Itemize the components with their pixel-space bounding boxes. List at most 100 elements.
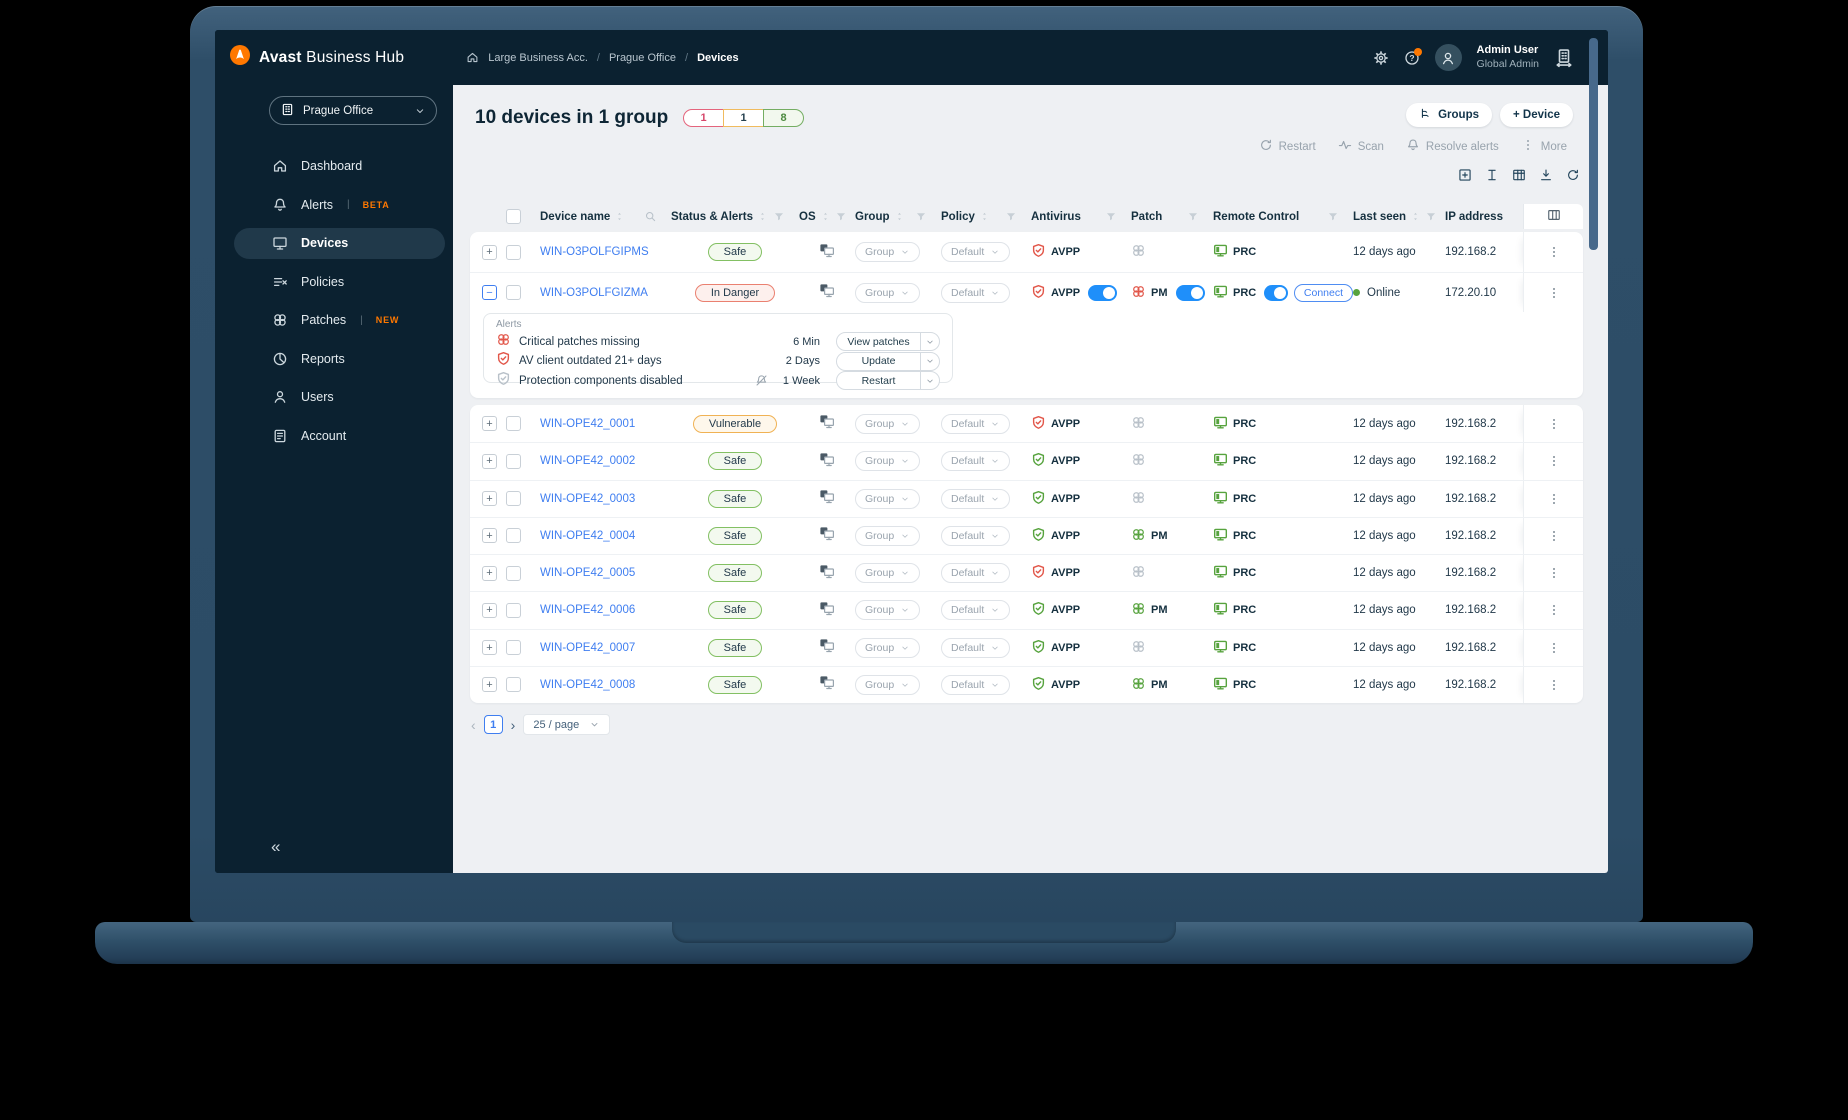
chevron-down-icon[interactable] <box>920 333 939 351</box>
bulk-action-scan[interactable]: Scan <box>1338 138 1384 155</box>
row-checkbox[interactable] <box>506 416 521 432</box>
expand-row-button[interactable]: + <box>482 565 497 581</box>
alert-action-button[interactable]: View patches <box>836 332 940 352</box>
column-header-rc[interactable]: Remote Control <box>1213 204 1353 229</box>
expand-row-button[interactable]: + <box>482 453 497 469</box>
policy-select[interactable]: Default <box>941 413 1011 434</box>
device-name-link[interactable]: WIN-O3POLFGIZMA <box>540 286 648 299</box>
column-header-os[interactable]: OS <box>799 204 855 229</box>
sidebar-item-patches[interactable]: Patches | NEW <box>215 301 453 340</box>
expand-row-button[interactable]: + <box>482 244 497 260</box>
filter-icon[interactable] <box>1187 211 1213 223</box>
group-select[interactable]: Group <box>855 525 921 546</box>
breadcrumb-item[interactable]: Devices <box>697 51 739 64</box>
device-count-danger[interactable]: 1 <box>683 109 724 127</box>
ibeam-tool-icon[interactable] <box>1485 168 1499 182</box>
groups-button[interactable]: Groups <box>1406 103 1492 127</box>
toggle-on[interactable] <box>1175 284 1205 301</box>
group-select[interactable]: Group <box>855 674 921 695</box>
kebab-menu-icon[interactable] <box>1547 678 1561 692</box>
column-header-ip[interactable]: IP address <box>1445 204 1523 229</box>
sort-icon[interactable] <box>894 211 905 222</box>
device-name-link[interactable]: WIN-OPE42_0008 <box>540 678 636 691</box>
group-select[interactable]: Group <box>855 637 921 658</box>
kebab-menu-icon[interactable] <box>1547 417 1561 431</box>
sidebar-item-account[interactable]: Account <box>215 417 453 456</box>
kebab-menu-icon[interactable] <box>1547 529 1561 543</box>
sort-icon[interactable] <box>820 211 831 222</box>
expand-row-button[interactable]: + <box>482 528 497 544</box>
expand-row-button[interactable]: + <box>482 640 497 656</box>
page-number[interactable]: 1 <box>483 715 503 734</box>
row-checkbox[interactable] <box>506 677 521 693</box>
row-checkbox[interactable] <box>506 602 521 618</box>
device-name-link[interactable]: WIN-OPE42_0007 <box>540 641 636 654</box>
column-header-av[interactable]: Antivirus <box>1031 204 1131 229</box>
column-header-policy[interactable]: Policy <box>941 204 1031 229</box>
chevron-down-icon[interactable] <box>920 372 939 390</box>
filter-icon[interactable] <box>1005 211 1031 223</box>
policy-select[interactable]: Default <box>941 563 1011 584</box>
settings-gear-icon[interactable] <box>1373 50 1389 66</box>
filter-icon[interactable] <box>773 211 799 223</box>
kebab-menu-icon[interactable] <box>1547 603 1561 617</box>
next-page-arrow[interactable]: › <box>510 716 516 733</box>
sort-icon[interactable] <box>614 211 625 222</box>
row-checkbox[interactable] <box>506 244 521 260</box>
column-settings-cell[interactable] <box>1523 204 1583 229</box>
sort-icon[interactable] <box>1410 211 1421 222</box>
policy-select[interactable]: Default <box>941 637 1011 658</box>
policy-select[interactable]: Default <box>941 674 1011 695</box>
prev-page-arrow[interactable]: ‹ <box>471 716 476 733</box>
bulk-action-resolve-alerts[interactable]: Resolve alerts <box>1406 138 1499 155</box>
kebab-menu-icon[interactable] <box>1547 566 1561 580</box>
device-name-link[interactable]: WIN-OPE42_0002 <box>540 455 636 468</box>
kebab-menu-icon[interactable] <box>1547 492 1561 506</box>
plus-square-tool-icon[interactable] <box>1458 168 1472 182</box>
expand-row-button[interactable]: + <box>482 491 497 507</box>
policy-select[interactable]: Default <box>941 600 1011 621</box>
toggle-on[interactable] <box>1264 284 1288 301</box>
device-name-link[interactable]: WIN-OPE42_0003 <box>540 492 636 505</box>
group-select[interactable]: Group <box>855 451 921 472</box>
group-select[interactable]: Group <box>855 242 921 262</box>
filter-icon[interactable] <box>835 211 855 223</box>
column-header-last[interactable]: Last seen <box>1353 204 1445 229</box>
user-info[interactable]: Admin User Global Admin <box>1477 44 1539 71</box>
sidebar-item-dashboard[interactable]: Dashboard <box>215 147 453 186</box>
group-select[interactable]: Group <box>855 488 921 509</box>
avatar[interactable] <box>1434 44 1462 71</box>
breadcrumb-item[interactable]: Large Business Acc. <box>488 51 588 64</box>
kebab-menu-icon[interactable] <box>1547 641 1561 655</box>
device-name-link[interactable]: WIN-OPE42_0004 <box>540 529 636 542</box>
row-checkbox[interactable] <box>506 491 521 507</box>
bulk-action-more[interactable]: More <box>1521 138 1567 155</box>
company-switcher-icon[interactable] <box>1554 48 1574 68</box>
search-icon[interactable] <box>644 210 671 223</box>
help-icon[interactable]: ? <box>1404 47 1422 66</box>
site-selector[interactable]: Prague Office <box>269 96 437 125</box>
filter-icon[interactable] <box>915 211 941 223</box>
expand-row-button[interactable]: + <box>482 602 497 618</box>
group-select[interactable]: Group <box>855 563 921 584</box>
expand-row-button[interactable]: + <box>482 677 497 693</box>
device-count-success[interactable]: 8 <box>763 109 804 127</box>
sort-icon[interactable] <box>979 211 990 222</box>
grid-tool-icon[interactable] <box>1512 168 1526 182</box>
filter-icon[interactable] <box>1327 211 1353 223</box>
collapse-row-button[interactable]: − <box>482 285 497 300</box>
device-name-link[interactable]: WIN-OPE42_0001 <box>540 417 636 430</box>
kebab-menu-icon[interactable] <box>1547 245 1561 259</box>
sort-icon[interactable] <box>757 211 768 222</box>
scrollbar-thumb[interactable] <box>1589 38 1598 250</box>
policy-select[interactable]: Default <box>941 525 1011 546</box>
device-name-link[interactable]: WIN-OPE42_0006 <box>540 604 636 617</box>
alert-action-button[interactable]: Restart <box>836 371 940 391</box>
policy-select[interactable]: Default <box>941 242 1011 262</box>
row-checkbox[interactable] <box>506 285 521 300</box>
row-checkbox[interactable] <box>506 453 521 469</box>
sidebar-item-alerts[interactable]: Alerts | BETA <box>215 186 453 225</box>
sidebar-item-users[interactable]: Users <box>215 378 453 417</box>
group-select[interactable]: Group <box>855 413 921 434</box>
connect-button[interactable]: Connect <box>1293 283 1353 302</box>
